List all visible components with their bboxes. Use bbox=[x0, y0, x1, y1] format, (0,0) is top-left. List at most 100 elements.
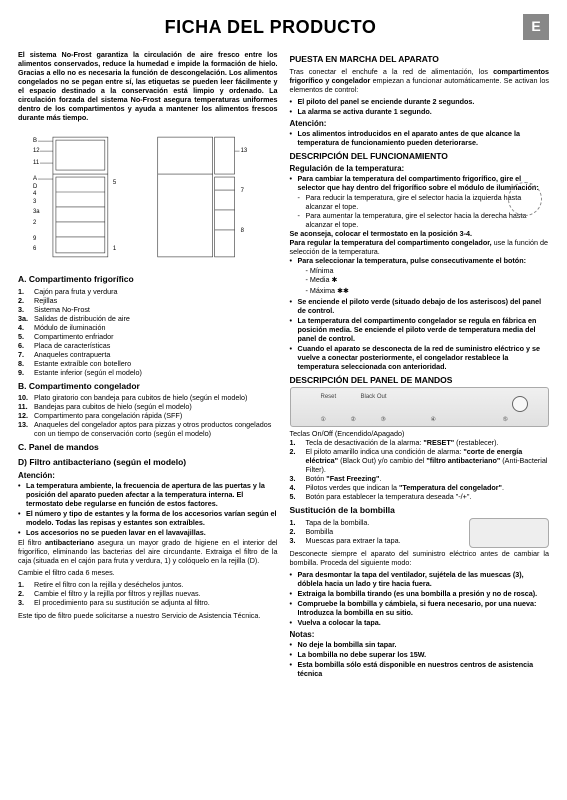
list-item: El número y tipo de estantes y la forma … bbox=[18, 509, 278, 527]
list-item: 11.Bandejas para cubitos de hielo (según… bbox=[18, 402, 278, 411]
list-item: Los alimentos introducidos en el aparato… bbox=[290, 129, 550, 147]
bomb-notas-list: No deje la bombilla sin tapar.La bombill… bbox=[290, 640, 550, 678]
puesta-lead: Tras conectar el enchufe a la red de ali… bbox=[290, 67, 550, 94]
thermostat-dial-icon bbox=[508, 182, 542, 216]
panel-num-5: ⑤ bbox=[503, 417, 508, 425]
list-item: 3a.Salidas de distribución de aire bbox=[18, 314, 278, 323]
list-item: 4.Módulo de iluminación bbox=[18, 323, 278, 332]
section-a-list: 1.Cajón para fruta y verdura2.Rejillas3.… bbox=[18, 287, 278, 377]
panel-label-reset: Reset bbox=[321, 394, 337, 402]
temp-levels: - Mínima- Media - Máxima bbox=[290, 266, 550, 297]
atencion-title: Atención: bbox=[18, 471, 278, 481]
list-item: 5.Compartimento enfriador bbox=[18, 332, 278, 341]
atencion-list: La temperatura ambiente, la frecuencia d… bbox=[18, 481, 278, 537]
list-item: 2.Cambie el filtro y la rejilla por filt… bbox=[18, 589, 278, 598]
bomb-title: Sustitución de la bombilla bbox=[290, 505, 550, 516]
list-item: Se enciende el piloto verde (situado deb… bbox=[290, 297, 550, 315]
svg-text:9: 9 bbox=[33, 236, 37, 242]
control-panel-image: Reset Black Out ① ② ③ ④ ⑤ bbox=[290, 387, 550, 427]
list-item: Los accesorios no se pueden lavar en el … bbox=[18, 528, 278, 537]
svg-text:3: 3 bbox=[33, 199, 37, 205]
temp-level: - Máxima bbox=[306, 286, 550, 297]
puesta-title: PUESTA EN MARCHA DEL APARATO bbox=[290, 54, 550, 65]
list-item: 1.Retire el filtro con la rejilla y desé… bbox=[18, 580, 278, 589]
list-item: No deje la bombilla sin tapar. bbox=[290, 640, 550, 649]
list-item: 1.Cajón para fruta y verdura bbox=[18, 287, 278, 296]
temp-level: - Mínima bbox=[306, 266, 550, 275]
list-item: 7.Anaqueles contrapuerta bbox=[18, 350, 278, 359]
right-column: PUESTA EN MARCHA DEL APARATO Tras conect… bbox=[290, 50, 550, 679]
filtro-foot: Este tipo de filtro puede solicitarse a … bbox=[18, 611, 278, 620]
section-b-list: 10.Plato giratorio con bandeja para cubi… bbox=[18, 393, 278, 438]
list-item: Vuelva a colocar la tapa. bbox=[290, 618, 550, 627]
panel-num-4: ④ bbox=[431, 417, 436, 425]
list-item: 1.Tecla de desactivación de la alarma: "… bbox=[290, 438, 550, 447]
section-a-title: A. Compartimento frigorífico bbox=[18, 274, 278, 285]
list-item: 13.Anaqueles del congelador aptos para p… bbox=[18, 420, 278, 438]
list-item: 2.El piloto amarillo indica una condició… bbox=[290, 447, 550, 474]
list-item: Compruebe la bombilla y cámbiela, si fue… bbox=[290, 599, 550, 617]
svg-text:4: 4 bbox=[33, 191, 37, 197]
puesta-attn-list: Los alimentos introducidos en el aparato… bbox=[290, 129, 550, 147]
svg-text:12: 12 bbox=[33, 148, 40, 154]
list-item: 3.Botón "Fast Freezing". bbox=[290, 474, 550, 483]
puesta-list: El piloto del panel se enciende durante … bbox=[290, 97, 550, 116]
svg-text:7: 7 bbox=[241, 188, 245, 194]
func-bul2: Para seleccionar la temperatura, pulse c… bbox=[290, 256, 550, 265]
filtro-6meses: Cambie el filtro cada 6 meses. bbox=[18, 568, 278, 577]
func-title: DESCRIPCIÓN DEL FUNCIONAMIENTO bbox=[290, 151, 550, 162]
svg-text:A: A bbox=[33, 176, 37, 182]
list-item: 12.Compartimento para congelación rápida… bbox=[18, 411, 278, 420]
list-item: Para seleccionar la temperatura, pulse c… bbox=[290, 256, 550, 265]
list-item: 6.Placa de características bbox=[18, 341, 278, 350]
bulb-cover-image bbox=[469, 518, 549, 548]
list-item: 3.Muescas para extraer la tapa. bbox=[290, 536, 466, 545]
list-item: 2.Bombilla bbox=[290, 527, 466, 536]
svg-text:13: 13 bbox=[241, 148, 248, 154]
list-item: 5.Botón para establecer la temperatura d… bbox=[290, 492, 550, 501]
panel-num-3: ③ bbox=[381, 417, 386, 425]
list-item: Para aumentar la temperatura, gire el se… bbox=[298, 211, 550, 229]
svg-text:D: D bbox=[33, 184, 38, 190]
section-d-title: D) Filtro antibacteriano (según el model… bbox=[18, 457, 278, 468]
list-item: La bombilla no debe superar los 15W. bbox=[290, 650, 550, 659]
func-sub1: Regulación de la temperatura: bbox=[290, 164, 550, 174]
list-item: 3.Sistema No-Frost bbox=[18, 305, 278, 314]
list-item: El piloto del panel se enciende durante … bbox=[290, 97, 550, 106]
panel-teclas: Teclas On/Off (Encendido/Apagado) bbox=[290, 429, 550, 438]
list-item: 3.El procedimiento para su sustitución s… bbox=[18, 598, 278, 607]
func-rec: Se aconseja, colocar el termostato en la… bbox=[290, 229, 550, 238]
puesta-attn: Atención: bbox=[290, 119, 550, 129]
bomb-lead: Desconecte siempre el aparato del sumini… bbox=[290, 549, 550, 567]
svg-text:B: B bbox=[33, 138, 37, 144]
section-b-title: B. Compartimento congelador bbox=[18, 381, 278, 392]
svg-text:6: 6 bbox=[33, 246, 37, 252]
list-item: 10.Plato giratorio con bandeja para cubi… bbox=[18, 393, 278, 402]
bomb-list: Para desmontar la tapa del ventilador, s… bbox=[290, 570, 550, 627]
language-badge: E bbox=[523, 14, 549, 40]
filtro-steps: 1.Retire el filtro con la rejilla y desé… bbox=[18, 580, 278, 607]
list-item: La alarma se activa durante 1 segundo. bbox=[290, 107, 550, 116]
func-bul3: Se enciende el piloto verde (situado deb… bbox=[290, 297, 550, 371]
panel-num-2: ② bbox=[351, 417, 356, 425]
list-item: 8.Estante extraíble con botellero bbox=[18, 359, 278, 368]
svg-text:8: 8 bbox=[241, 228, 245, 234]
svg-text:3a: 3a bbox=[33, 209, 40, 215]
section-c-title: C. Panel de mandos bbox=[18, 442, 278, 453]
page-title: FICHA DEL PRODUCTO bbox=[18, 16, 523, 39]
left-column: El sistema No-Frost garantiza la circula… bbox=[18, 50, 278, 679]
list-item: La temperatura ambiente, la frecuencia d… bbox=[18, 481, 278, 508]
list-item: Para desmontar la tapa del ventilador, s… bbox=[290, 570, 550, 588]
panel-label-blackout: Black Out bbox=[361, 394, 387, 402]
svg-text:2: 2 bbox=[33, 220, 37, 226]
svg-text:11: 11 bbox=[33, 160, 40, 166]
panel-items: 1.Tecla de desactivación de la alarma: "… bbox=[290, 438, 550, 501]
knob-icon bbox=[512, 396, 528, 412]
appliance-diagram: B 12 11 A D 4 3 3a 2 9 6 13 7 8 5 1 bbox=[18, 132, 278, 262]
header: FICHA DEL PRODUCTO E bbox=[18, 14, 549, 40]
bomb-notas: Notas: bbox=[290, 630, 550, 640]
list-item: 9.Estante inferior (según el modelo) bbox=[18, 368, 278, 377]
list-item: 1.Tapa de la bombilla. bbox=[290, 518, 466, 527]
panel-num-1: ① bbox=[321, 417, 326, 425]
filtro-text: El filtro antibacteriano asegura un mayo… bbox=[18, 538, 278, 565]
